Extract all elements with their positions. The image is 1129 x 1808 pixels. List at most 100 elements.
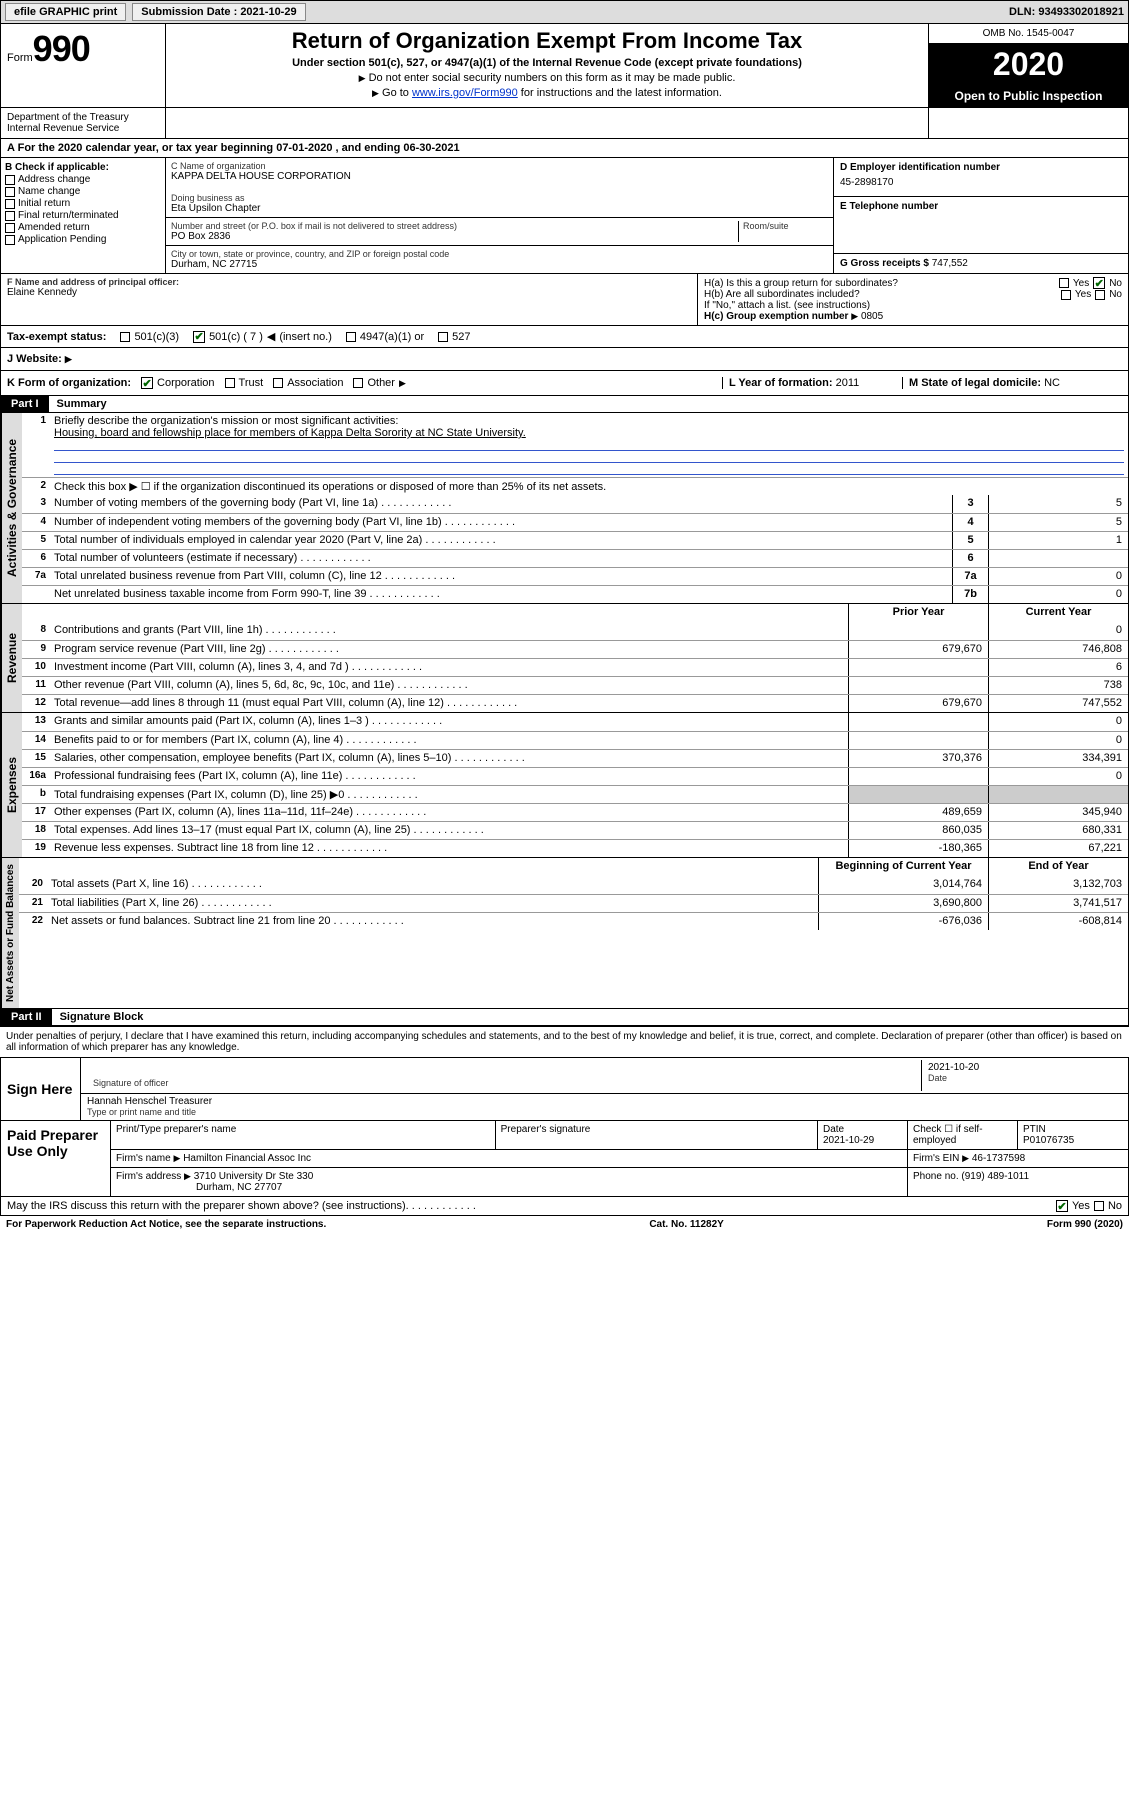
checkbox-501c[interactable]: ✔: [193, 331, 205, 343]
net-line-text: Total liabilities (Part X, line 26): [47, 895, 818, 912]
exp-line-text: Grants and similar amounts paid (Part IX…: [50, 713, 848, 731]
net-line-text: Total assets (Part X, line 16): [47, 876, 818, 894]
checkbox-final-return[interactable]: [5, 211, 15, 221]
checkbox-hb-yes[interactable]: [1061, 290, 1071, 300]
exp-curr: 67,221: [988, 840, 1128, 857]
dba-value: Eta Upsilon Chapter: [171, 203, 828, 214]
part2-tab: Part II: [1, 1009, 52, 1025]
vlabel-netassets: Net Assets or Fund Balances: [1, 858, 19, 1008]
m-state-label: M State of legal domicile:: [909, 377, 1041, 389]
net-curr: 3,741,517: [988, 895, 1128, 912]
m-state-value: NC: [1044, 377, 1060, 389]
rev-line-text: Program service revenue (Part VIII, line…: [50, 641, 848, 658]
checkbox-app-pending[interactable]: [5, 235, 15, 245]
ptin-value: P01076735: [1023, 1135, 1074, 1146]
checkbox-ha-no[interactable]: ✔: [1093, 277, 1105, 289]
dba-label: Doing business as: [171, 193, 828, 203]
self-employed-check[interactable]: Check ☐ if self-employed: [908, 1121, 1018, 1149]
psig-label: Preparer's signature: [496, 1121, 818, 1149]
line-value: 1: [988, 532, 1128, 549]
boy-hdr: Beginning of Current Year: [818, 858, 988, 876]
summary-line-text: Total unrelated business revenue from Pa…: [50, 568, 952, 585]
form-subtitle: Under section 501(c), 527, or 4947(a)(1)…: [174, 57, 920, 69]
line-box: 7a: [952, 568, 988, 585]
checkbox-assoc[interactable]: [273, 378, 283, 388]
exp-prior: 860,035: [848, 822, 988, 839]
summary-line-text: Number of voting members of the governin…: [50, 495, 952, 513]
checkbox-name-change[interactable]: [5, 187, 15, 197]
dept-treasury: Department of the Treasury Internal Reve…: [1, 108, 166, 138]
org-name: KAPPA DELTA HOUSE CORPORATION: [171, 171, 828, 182]
k-label: K Form of organization:: [7, 377, 131, 389]
net-prior: -676,036: [818, 913, 988, 930]
form-footer: Form 990 (2020): [1047, 1219, 1123, 1230]
current-year-hdr: Current Year: [988, 604, 1128, 622]
checkbox-trust[interactable]: [225, 378, 235, 388]
hc-value: 0805: [861, 311, 883, 322]
submission-date-button[interactable]: Submission Date : 2021-10-29: [132, 3, 305, 21]
sign-here-label: Sign Here: [1, 1058, 81, 1120]
checkbox-hb-no[interactable]: [1095, 290, 1105, 300]
goto-line: Go to www.irs.gov/Form990 for instructio…: [174, 87, 920, 99]
top-toolbar: efile GRAPHIC print Submission Date : 20…: [0, 0, 1129, 24]
efile-print-button[interactable]: efile GRAPHIC print: [5, 3, 126, 21]
tax-year: 2020: [929, 44, 1128, 85]
irs-link[interactable]: www.irs.gov/Form990: [412, 87, 518, 99]
gross-receipts-label: G Gross receipts $: [840, 258, 929, 269]
exp-line-text: Total expenses. Add lines 13–17 (must eq…: [50, 822, 848, 839]
exp-line-text: Benefits paid to or for members (Part IX…: [50, 732, 848, 749]
sig-date-label: Date: [928, 1073, 947, 1083]
l-year-label: L Year of formation:: [729, 377, 833, 389]
checkbox-irs-yes[interactable]: ✔: [1056, 1200, 1068, 1212]
vlabel-revenue: Revenue: [1, 604, 22, 712]
ha-label: H(a) Is this a group return for subordin…: [704, 278, 898, 289]
ein-label: D Employer identification number: [840, 162, 1122, 173]
checkbox-527[interactable]: [438, 332, 448, 342]
line-box: 6: [952, 550, 988, 567]
hb-note: If "No," attach a list. (see instruction…: [704, 300, 1122, 311]
street-address: PO Box 2836: [171, 231, 738, 242]
rev-curr: 738: [988, 677, 1128, 694]
line-box: 3: [952, 495, 988, 513]
checkbox-amended[interactable]: [5, 223, 15, 233]
omb-number: OMB No. 1545-0047: [929, 24, 1128, 44]
cat-no: Cat. No. 11282Y: [649, 1219, 723, 1230]
eoy-hdr: End of Year: [988, 858, 1128, 876]
exp-prior: [848, 768, 988, 785]
irs-discuss-q: May the IRS discuss this return with the…: [7, 1200, 406, 1212]
exp-line-text: Revenue less expenses. Subtract line 18 …: [50, 840, 848, 857]
exp-line-text: Total fundraising expenses (Part IX, col…: [50, 786, 848, 803]
summary-line-text: Net unrelated business taxable income fr…: [50, 586, 952, 603]
checkbox-other[interactable]: [353, 378, 363, 388]
part1-tab: Part I: [1, 396, 49, 412]
c-name-label: C Name of organization: [171, 161, 828, 171]
signature-declaration: Under penalties of perjury, I declare th…: [0, 1027, 1129, 1058]
checkbox-501c3[interactable]: [120, 332, 130, 342]
exp-curr: [988, 786, 1128, 803]
net-curr: 3,132,703: [988, 876, 1128, 894]
sig-officer-label: Signature of officer: [93, 1078, 168, 1088]
exp-curr: 334,391: [988, 750, 1128, 767]
form-990-text: 990: [33, 28, 90, 69]
rev-prior: 679,670: [848, 641, 988, 658]
checkbox-4947[interactable]: [346, 332, 356, 342]
checkbox-irs-no[interactable]: [1094, 1201, 1104, 1211]
officer-name-title: Hannah Henschel Treasurer: [87, 1096, 1122, 1107]
addr-label: Number and street (or P.O. box if mail i…: [171, 221, 738, 231]
vlabel-expenses: Expenses: [1, 713, 22, 857]
pt-name-label: Print/Type preparer's name: [111, 1121, 496, 1149]
checkbox-initial-return[interactable]: [5, 199, 15, 209]
checkbox-ha-yes[interactable]: [1059, 278, 1069, 288]
rev-prior: [848, 622, 988, 640]
q1-value: Housing, board and fellowship place for …: [54, 427, 526, 439]
firm-addr2: Durham, NC 27707: [196, 1182, 282, 1193]
rev-curr: 746,808: [988, 641, 1128, 658]
no-ssn-note: Do not enter social security numbers on …: [174, 72, 920, 84]
form-title: Return of Organization Exempt From Incom…: [174, 28, 920, 54]
net-curr: -608,814: [988, 913, 1128, 930]
dln-label: DLN: 93493302018921: [1009, 6, 1124, 18]
checkbox-address-change[interactable]: [5, 175, 15, 185]
line-box: 7b: [952, 586, 988, 603]
checkbox-corp[interactable]: ✔: [141, 377, 153, 389]
f-officer-label: F Name and address of principal officer:: [7, 277, 691, 287]
